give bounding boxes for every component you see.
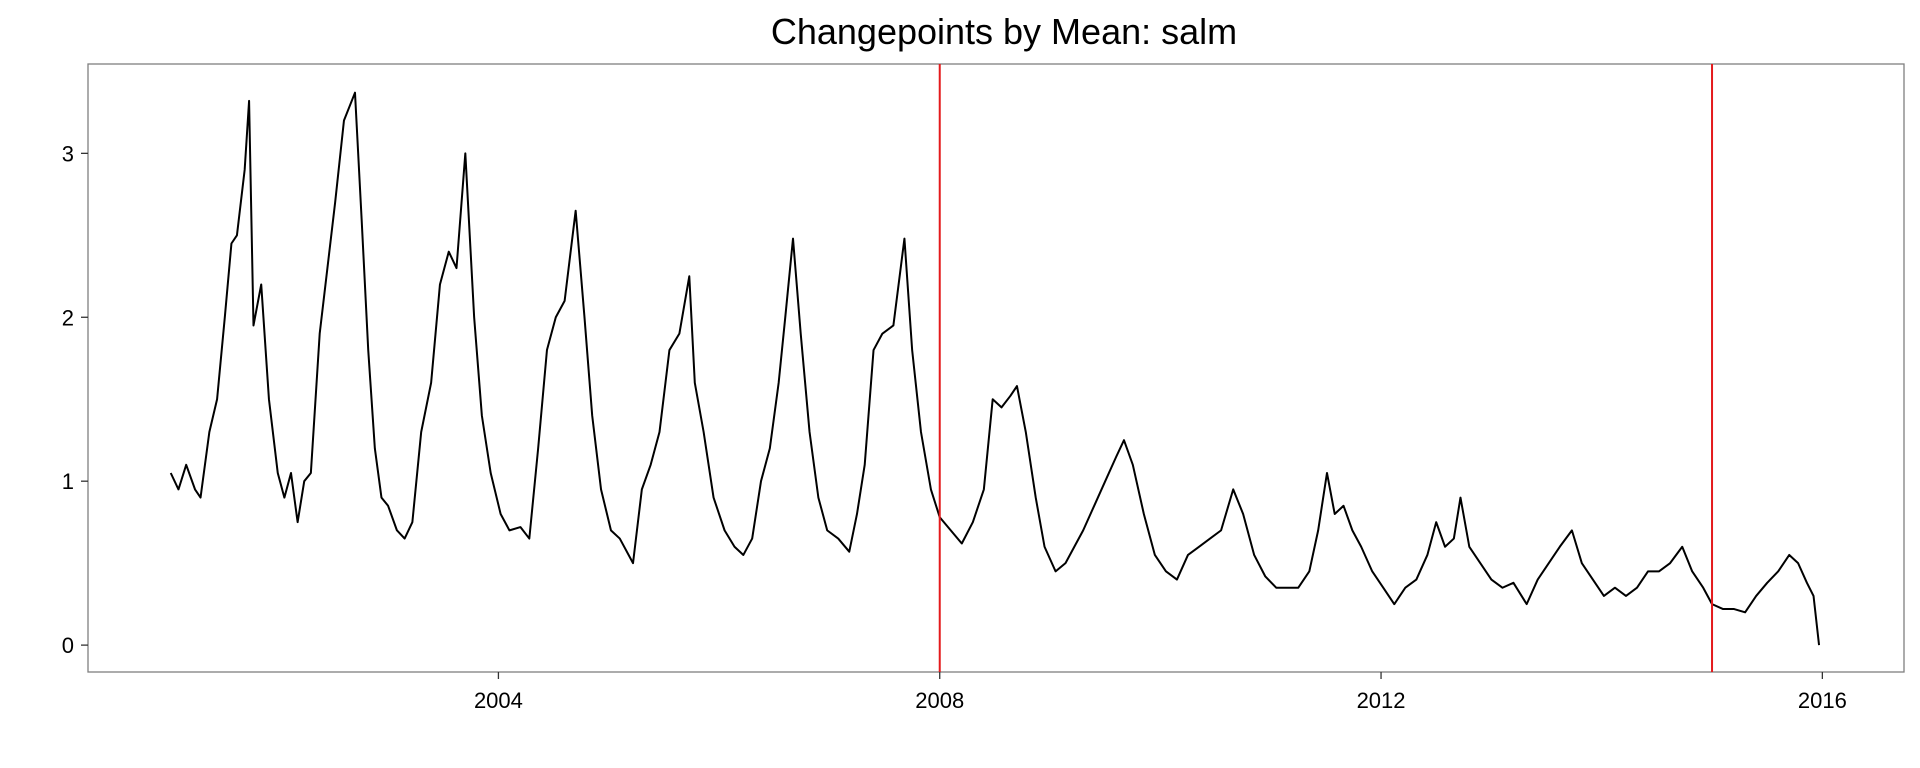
- plot-frame: [87, 63, 1905, 673]
- data-line: [169, 91, 1821, 646]
- y-tick-label: 3: [62, 141, 74, 166]
- x-tick-label: 2016: [1798, 688, 1847, 713]
- x-tick-label: 2004: [474, 688, 523, 713]
- y-tick-label: 2: [62, 305, 74, 330]
- chart-title: Changepoints by Mean: salm: [771, 11, 1237, 52]
- x-tick-label: 2008: [915, 688, 964, 713]
- y-tick-label: 0: [62, 633, 74, 658]
- y-tick-label: 1: [62, 469, 74, 494]
- x-tick-label: 2012: [1357, 688, 1406, 713]
